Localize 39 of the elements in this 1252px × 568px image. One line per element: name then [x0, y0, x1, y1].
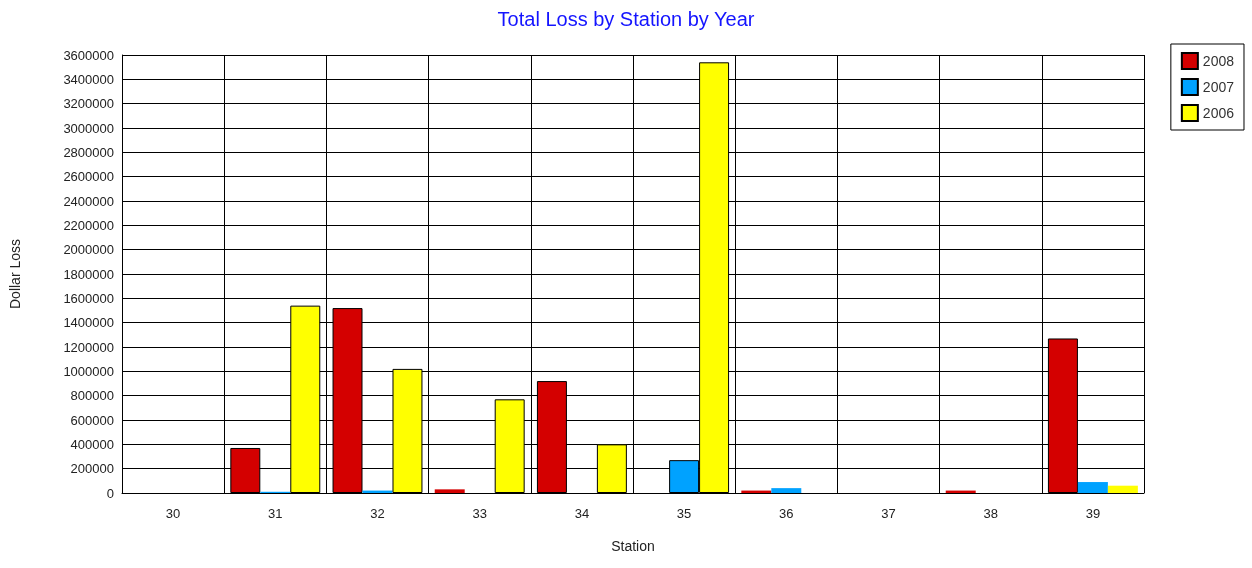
bar — [1077, 482, 1108, 493]
x-tick-label: 32 — [370, 506, 385, 521]
x-tick-label: 39 — [1085, 506, 1101, 521]
legend-label: 2007 — [1202, 79, 1235, 95]
x-tick-label: 37 — [881, 506, 896, 521]
y-tick-label: 2800000 — [63, 144, 114, 160]
y-tick-label: 2400000 — [63, 193, 114, 209]
x-axis-title: Station — [611, 538, 655, 554]
y-axis-title: Dollar Loss — [7, 238, 23, 310]
y-tick-label: 2600000 — [63, 169, 114, 185]
y-tick-label: 3600000 — [63, 47, 114, 63]
bar — [1107, 485, 1138, 493]
bar — [771, 488, 802, 493]
y-tick-label: 1800000 — [63, 266, 114, 282]
y-tick-label: 0 — [106, 485, 114, 501]
y-tick-label: 3400000 — [63, 71, 114, 87]
y-tick-label: 1200000 — [63, 339, 114, 355]
y-tick-label: 2200000 — [63, 217, 114, 233]
y-tick-label: 3200000 — [63, 96, 114, 112]
y-tick-label: 600000 — [70, 412, 114, 428]
bar — [434, 489, 465, 493]
y-tick-label: 1400000 — [63, 315, 114, 331]
x-tick-label: 36 — [779, 506, 794, 521]
legend-label: 2008 — [1202, 53, 1235, 69]
legend-label: 2006 — [1202, 105, 1235, 121]
y-tick-label: 3000000 — [63, 120, 114, 136]
y-tick-label: 1000000 — [63, 363, 114, 379]
y-tick-label: 1600000 — [63, 290, 114, 306]
x-tick-label: 35 — [676, 506, 692, 521]
y-tick-label: 800000 — [70, 388, 114, 404]
x-tick-label: 38 — [983, 506, 998, 521]
y-tick-label: 400000 — [70, 436, 114, 452]
x-tick-label: 34 — [574, 506, 590, 521]
x-tick-label: 31 — [268, 506, 283, 521]
x-tick-label: 33 — [472, 506, 487, 521]
chart-title: Total Loss by Station by Year — [497, 8, 755, 30]
y-tick-label: 200000 — [70, 461, 114, 477]
x-tick-label: 30 — [165, 506, 181, 521]
y-tick-label: 2000000 — [63, 242, 114, 258]
